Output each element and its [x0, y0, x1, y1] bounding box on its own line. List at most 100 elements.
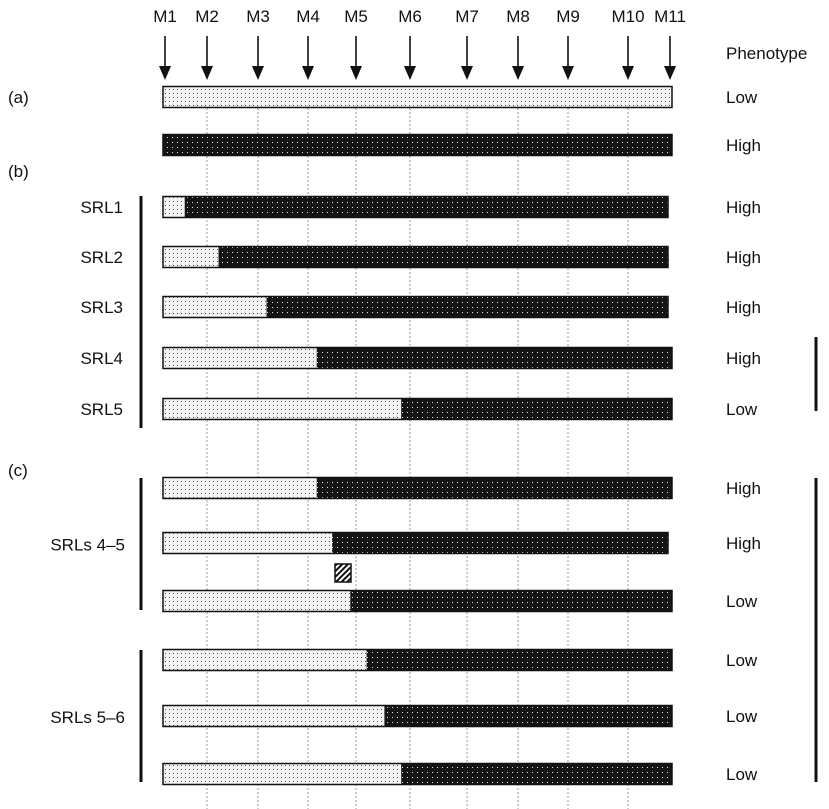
marker-label: M8 — [506, 7, 530, 26]
row-label: SRL2 — [80, 248, 123, 267]
phenotype-value: Low — [726, 592, 758, 611]
marker-arrow-head — [562, 66, 574, 80]
section-label-a: (a) — [8, 88, 29, 107]
phenotype-value: Low — [726, 765, 758, 784]
marker-arrow-head — [350, 66, 362, 80]
marker-arrow-head — [664, 66, 676, 80]
marker-label: M5 — [344, 7, 368, 26]
high-segment — [401, 398, 672, 420]
marker-label: M6 — [398, 7, 422, 26]
marker-arrow-head — [252, 66, 264, 80]
text-labels: M1 M2 M3 M4 M5 M6 M7 M8 M9 M10 M11 Phenotype (a) (b) (… — [8, 7, 807, 784]
chromosome-bar — [162, 85, 673, 109]
chromosome-bar — [162, 589, 673, 613]
marker-arrow-head — [201, 66, 213, 80]
chromosome-bar — [162, 397, 673, 421]
low-segment — [163, 532, 333, 554]
high-segment — [350, 590, 672, 612]
chromosome-bar — [162, 195, 669, 219]
bar-outline — [162, 762, 673, 786]
phenotype-value: High — [726, 136, 761, 155]
low-segment — [163, 347, 317, 369]
chromosome-bar — [162, 346, 673, 370]
phenotype-value: Low — [726, 88, 758, 107]
high-segment — [184, 196, 668, 218]
section-label-c: (c) — [8, 461, 28, 480]
chromosome-bar — [162, 133, 673, 157]
bar-outline — [162, 476, 673, 500]
marker-label: M2 — [195, 7, 219, 26]
phenotype-header: Phenotype — [726, 44, 807, 63]
marker-label: M9 — [556, 7, 580, 26]
high-segment — [266, 296, 668, 318]
phenotype-value: Low — [726, 400, 758, 419]
phenotype-value: Low — [726, 707, 758, 726]
high-segment — [316, 477, 672, 499]
group-label: SRLs 5–6 — [50, 708, 125, 727]
bar-outline — [162, 245, 669, 269]
marker-arrow-head — [404, 66, 416, 80]
chromosome-bar — [162, 295, 669, 319]
recombination-marker-box — [334, 563, 352, 583]
marker-arrow-head — [159, 66, 171, 80]
low-segment — [163, 196, 185, 218]
group-label: SRLs 4–5 — [50, 536, 125, 555]
high-segment — [332, 532, 668, 554]
low-segment — [163, 477, 317, 499]
low-segment — [163, 705, 385, 727]
marker-label: M3 — [246, 7, 270, 26]
bar-outline — [162, 589, 673, 613]
section-label-b: (b) — [8, 162, 29, 181]
marker-label: M7 — [455, 7, 479, 26]
phenotype-value: High — [726, 298, 761, 317]
high-segment — [366, 649, 672, 671]
marker-label: M10 — [611, 7, 644, 26]
high-segment — [316, 347, 672, 369]
low-segment — [163, 246, 219, 268]
bar-outline — [162, 195, 669, 219]
bar-outline — [162, 648, 673, 672]
bar-outline — [162, 346, 673, 370]
row-label: SRL1 — [80, 198, 123, 217]
chromosome-bar — [162, 531, 669, 555]
marker-arrows — [159, 36, 676, 80]
bar-outline — [162, 85, 673, 109]
chromosome-bar — [162, 762, 673, 786]
bar-outline — [162, 133, 673, 157]
phenotype-value: Low — [726, 651, 758, 670]
high-segment — [384, 705, 672, 727]
low-segment — [163, 590, 351, 612]
bar-outline — [162, 704, 673, 728]
chromosome-bar — [162, 704, 673, 728]
low-segment — [163, 763, 402, 785]
marker-arrow-head — [512, 66, 524, 80]
marker-arrow-head — [622, 66, 634, 80]
low-segment — [163, 649, 367, 671]
chromosome-bars — [162, 85, 673, 786]
marker-dashed-lines — [206, 108, 629, 809]
row-label: SRL5 — [80, 400, 123, 419]
row-label: SRL4 — [80, 349, 123, 368]
row-label: SRL3 — [80, 298, 123, 317]
marker-label: M1 — [153, 7, 177, 26]
group-brackets — [139, 196, 818, 782]
phenotype-value: High — [726, 248, 761, 267]
phenotype-value: High — [726, 198, 761, 217]
marker-label: M4 — [296, 7, 320, 26]
marker-arrow-head — [302, 66, 314, 80]
chromosome-bar — [162, 648, 673, 672]
low-segment — [163, 296, 267, 318]
bar-outline — [162, 531, 669, 555]
bar-outline — [162, 295, 669, 319]
high-segment — [163, 134, 672, 156]
high-segment — [218, 246, 669, 268]
phenotype-value: High — [726, 534, 761, 553]
chromosome-bar — [162, 476, 673, 500]
low-segment — [163, 398, 402, 420]
chromosome-bar — [162, 245, 669, 269]
marker-label: M11 — [654, 7, 686, 26]
bar-outline — [162, 397, 673, 421]
low-segment — [163, 86, 672, 108]
